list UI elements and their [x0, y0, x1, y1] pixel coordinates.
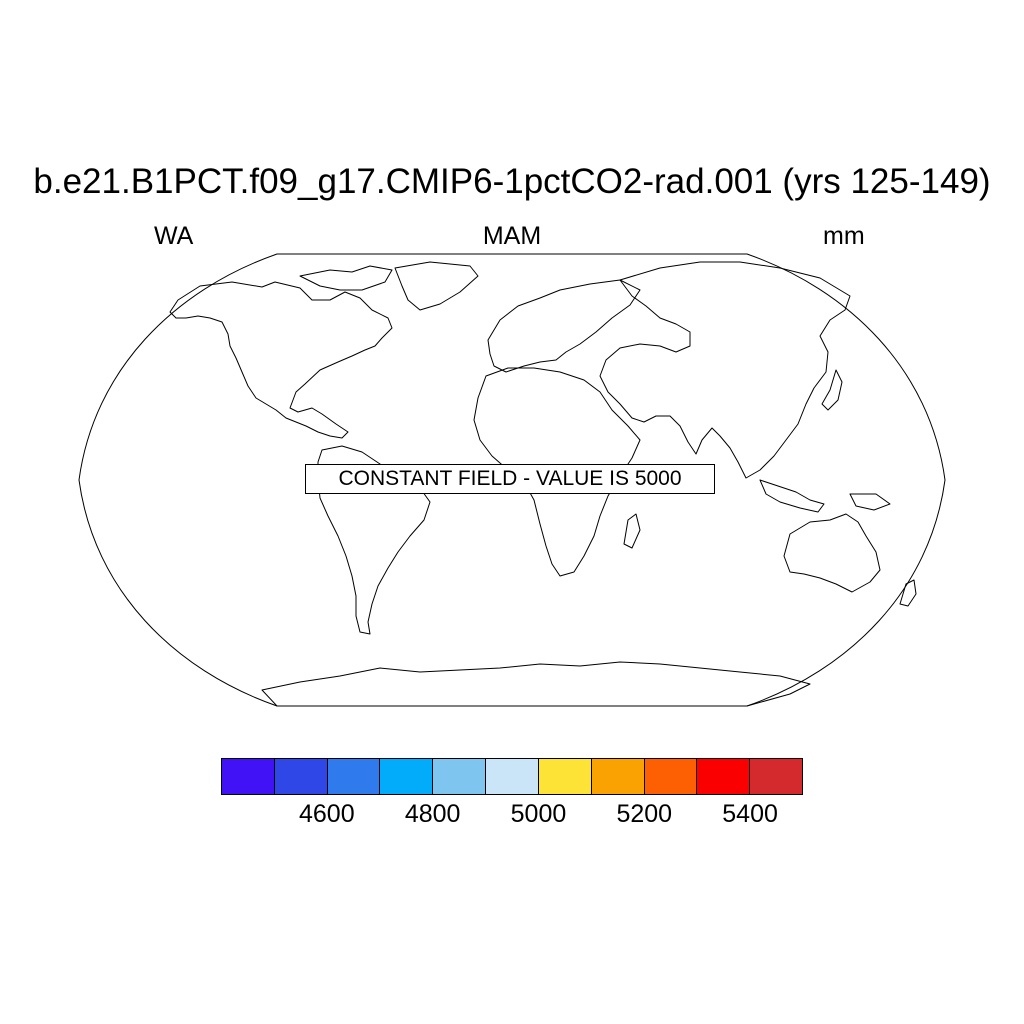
plot-title: b.e21.B1PCT.f09_g17.CMIP6-1pctCO2-rad.00… [33, 162, 991, 201]
left-subtitle: WA [154, 222, 194, 250]
colorbar-tick-label: 5200 [616, 800, 673, 828]
colorbar-swatch [222, 759, 275, 794]
coastline-africa [473, 367, 641, 577]
coastline-japan [821, 369, 843, 411]
colorbar-swatch [327, 759, 381, 794]
coastline-arctic-islands [299, 265, 393, 291]
colorbar [221, 758, 803, 795]
colorbar-swatch [274, 759, 328, 794]
coastline-indonesia [759, 479, 825, 513]
coastline-europe [487, 279, 641, 373]
coastline-madagascar [623, 513, 641, 549]
coastline-new-zealand [899, 579, 917, 607]
colorbar-swatch [697, 759, 751, 794]
colorbar-swatch [750, 759, 802, 794]
colorbar-swatch [486, 759, 539, 794]
coastline-greenland [394, 261, 479, 311]
colorbar-swatch [591, 759, 645, 794]
coastline-antarctica [261, 661, 811, 707]
center-subtitle: MAM [482, 222, 542, 250]
colorbar-tick-label: 4800 [404, 800, 461, 828]
colorbar-swatch [538, 759, 592, 794]
colorbar-swatch [380, 759, 434, 794]
colorbar-tick-label: 5000 [510, 800, 567, 828]
coastline-australia [783, 513, 881, 593]
coastline-new-guinea [849, 493, 891, 511]
colorbar-tick-label: 4600 [299, 800, 355, 828]
colorbar-swatch [433, 759, 487, 794]
coastline-asia [599, 261, 851, 479]
coastline-north-america [169, 281, 393, 439]
colorbar-swatch [644, 759, 698, 794]
right-subtitle: mm [823, 222, 865, 250]
colorbar-tick-label: 5400 [722, 800, 778, 828]
constant-field-notice: CONSTANT FIELD - VALUE IS 5000 [305, 464, 715, 494]
